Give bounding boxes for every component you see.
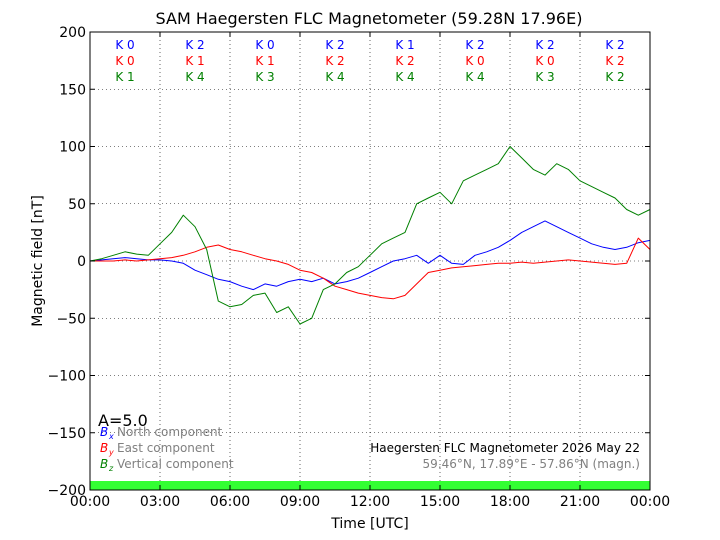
- legend-symbol: B: [100, 441, 108, 455]
- x-tick-label: 06:00: [210, 494, 250, 510]
- y-tick-label: 100: [59, 140, 86, 156]
- k-index-label: K 4: [395, 70, 414, 84]
- x-tick-label: 15:00: [420, 494, 460, 510]
- k-index-label: K 2: [605, 54, 624, 68]
- k-index-label: K 0: [535, 54, 554, 68]
- k-index-label: K 2: [325, 54, 344, 68]
- ticks: [89, 31, 651, 491]
- x-tick-label: 03:00: [140, 494, 180, 510]
- x-tick-labels: 00:00 03:00 06:00 09:00 12:00 15:00 18:00 21:00…: [70, 494, 670, 510]
- legend-label: North component: [117, 425, 223, 439]
- k-index-label: K 2: [325, 38, 344, 52]
- y-tick-label: −150: [48, 426, 86, 442]
- k-index-label: K 0: [115, 54, 134, 68]
- k-index-label: K 2: [395, 54, 414, 68]
- x-axis-label: Time [UTC]: [330, 516, 408, 532]
- y-tick-label: 200: [59, 25, 86, 41]
- k-index-label: K 4: [465, 70, 484, 84]
- y-tick-label: 0: [77, 254, 86, 270]
- k-index-label: K 2: [535, 38, 554, 52]
- k-index-label: K 0: [115, 38, 134, 52]
- y-tick-label: 150: [59, 82, 86, 98]
- k-index-label: K 1: [395, 38, 414, 52]
- legend-subscript: y: [108, 448, 114, 457]
- legend-subscript: z: [108, 464, 114, 473]
- grid: [90, 32, 650, 490]
- y-axis-label: Magnetic field [nT]: [30, 195, 46, 327]
- chart-title: SAM Haegersten FLC Magnetometer (59.28N …: [156, 9, 583, 28]
- k-index-label: K 1: [255, 54, 274, 68]
- series-group: [89, 146, 651, 325]
- y-tick-label: −100: [48, 369, 86, 385]
- y-tick-labels: 200 150 100 50 0 −50 −100 −150 −200: [48, 25, 86, 499]
- series-line-z: [89, 146, 651, 325]
- k-index-group: K 0 K 2 K 0 K 2 K 1 K 2 K 2 K 2 K 0 K 1 K 1 K 2 K 2 K…: [115, 38, 624, 84]
- a-index-label: A=5.0: [98, 411, 148, 430]
- legend-symbol: B: [100, 425, 108, 439]
- station-info-line-2: 59.46°N, 17.89°E - 57.86°N (magn.): [423, 457, 640, 471]
- k-index-label: K 4: [325, 70, 344, 84]
- k-index-label: K 1: [115, 70, 134, 84]
- legend-label: East component: [117, 441, 215, 455]
- k-index-label: K 2: [605, 70, 624, 84]
- x-tick-label: 00:00: [70, 494, 110, 510]
- k-index-label: K 3: [535, 70, 554, 84]
- k-index-label: K 2: [605, 38, 624, 52]
- x-tick-label: 21:00: [560, 494, 600, 510]
- k-index-label: K 4: [185, 70, 204, 84]
- x-tick-label: 09:00: [280, 494, 320, 510]
- k-index-label: K 2: [185, 38, 204, 52]
- y-tick-label: −200: [48, 483, 86, 499]
- y-tick-label: 50: [68, 197, 86, 213]
- k-index-label: K 1: [185, 54, 204, 68]
- k-index-label: K 2: [465, 38, 484, 52]
- legend-label: Vertical component: [117, 457, 234, 471]
- station-info-line-1: Haegersten FLC Magnetometer 2026 May 22: [370, 441, 640, 455]
- series-line-y: [90, 237, 651, 300]
- plot-area: K 0 K 2 K 0 K 2 K 1 K 2 K 2 K 2 K 0 K 1 K 1 K 2 K 2 K…: [89, 31, 651, 491]
- x-tick-label: 18:00: [490, 494, 530, 510]
- x-tick-label: 00:00: [630, 494, 670, 510]
- series-line-x: [89, 220, 651, 291]
- x-tick-label: 12:00: [350, 494, 390, 510]
- k-index-label: K 0: [255, 38, 274, 52]
- legend-symbol: B: [100, 457, 108, 471]
- y-tick-label: −50: [56, 311, 86, 327]
- k-index-label: K 0: [465, 54, 484, 68]
- k-index-label: K 3: [255, 70, 274, 84]
- legend-subscript: x: [108, 432, 114, 441]
